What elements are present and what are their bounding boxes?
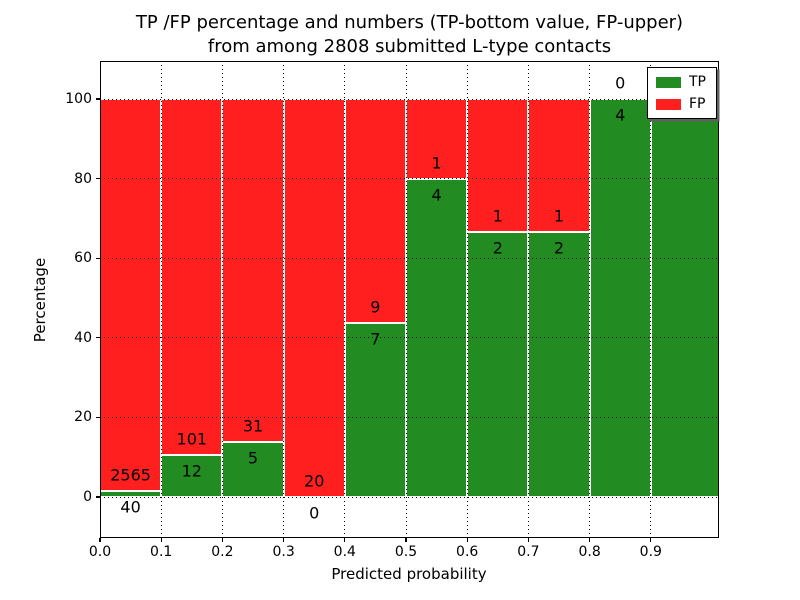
fp-count-label: 0 bbox=[615, 73, 626, 93]
tp-bar-segment bbox=[222, 441, 284, 497]
fp-count-label: 1 bbox=[492, 206, 503, 226]
y-tick-label: 20 bbox=[74, 409, 92, 426]
chart-title-line1: TP /FP percentage and numbers (TP-bottom… bbox=[135, 12, 684, 33]
x-tick-label: 0.2 bbox=[211, 544, 234, 560]
vertical-gridline bbox=[160, 61, 162, 538]
x-tick-mark bbox=[405, 538, 407, 542]
fp-count-label: 20 bbox=[304, 471, 325, 491]
tp-bar-segment bbox=[467, 231, 529, 497]
x-tick-label: 0.8 bbox=[578, 544, 601, 560]
y-tick-label: 40 bbox=[74, 329, 92, 346]
fp-bar-segment bbox=[283, 99, 345, 497]
tp-count-label: 5 bbox=[247, 448, 259, 468]
tp-bar-segment bbox=[161, 454, 223, 497]
tp-count-label: 7 bbox=[370, 329, 381, 349]
chart-title: TP /FP percentage and numbers (TP-bottom… bbox=[100, 11, 719, 59]
fp-count-label: 31 bbox=[242, 416, 264, 436]
horizontal-gridline bbox=[100, 257, 719, 259]
fp-count-label: 2565 bbox=[110, 465, 151, 485]
legend: TP FP bbox=[647, 67, 717, 119]
x-tick-label: 0.6 bbox=[456, 544, 479, 560]
tp-count-label: 12 bbox=[181, 461, 202, 481]
x-axis-label: Predicted probability bbox=[331, 565, 487, 583]
fp-legend-swatch-icon bbox=[656, 98, 681, 110]
x-tick-mark bbox=[99, 538, 101, 542]
tp-count-label: 4 bbox=[431, 185, 442, 205]
fp-bar-segment bbox=[222, 99, 284, 442]
fp-count-label: 101 bbox=[176, 429, 208, 449]
vertical-gridline bbox=[221, 61, 223, 538]
tp-count-label: 2 bbox=[492, 238, 503, 258]
vertical-gridline bbox=[527, 61, 529, 538]
x-tick-mark bbox=[466, 538, 468, 542]
tp-count-label: 2 bbox=[553, 238, 565, 258]
plot-area: 25654010112315200971412120403 bbox=[100, 61, 719, 538]
x-tick-mark bbox=[527, 538, 529, 542]
horizontal-gridline bbox=[100, 98, 719, 100]
legend-entry-fp: FP bbox=[656, 97, 708, 111]
y-axis-label: Percentage bbox=[31, 257, 49, 343]
horizontal-gridline bbox=[100, 337, 719, 339]
x-tick-mark bbox=[160, 538, 162, 542]
fp-bar-segment bbox=[161, 99, 223, 455]
fp-count-label: 1 bbox=[553, 206, 565, 226]
fp-bar-segment bbox=[406, 99, 468, 179]
y-tick-label: 0 bbox=[83, 489, 92, 505]
fp-count-label: 1 bbox=[431, 153, 442, 173]
x-tick-label: 0.3 bbox=[272, 544, 295, 560]
x-tick-mark bbox=[283, 538, 285, 542]
vertical-gridline bbox=[589, 61, 591, 538]
x-tick-label: 0.1 bbox=[150, 544, 173, 560]
fp-bar-segment bbox=[528, 99, 590, 232]
tp-count-label: 0 bbox=[309, 503, 320, 523]
x-tick-mark bbox=[589, 538, 591, 542]
vertical-gridline bbox=[466, 61, 468, 538]
fp-bar-segment bbox=[467, 99, 529, 232]
x-tick-mark bbox=[344, 538, 346, 542]
x-tick-mark bbox=[221, 538, 223, 542]
x-tick-label: 0.5 bbox=[394, 544, 418, 560]
legend-entry-tp: TP bbox=[656, 75, 708, 89]
tp-bar-segment bbox=[528, 231, 590, 497]
vertical-gridline bbox=[650, 61, 652, 538]
y-tick-label: 100 bbox=[65, 91, 92, 107]
fp-bar-segment bbox=[344, 99, 406, 323]
fp-bar-segment bbox=[100, 99, 162, 491]
chart-title-line2: from among 2808 submitted L-type contact… bbox=[207, 36, 612, 57]
tp-legend-label: TP bbox=[689, 74, 706, 90]
x-tick-label: 0.9 bbox=[639, 544, 662, 560]
vertical-gridline bbox=[405, 61, 407, 538]
fp-count-label: 9 bbox=[370, 297, 381, 317]
horizontal-gridline bbox=[100, 178, 719, 180]
horizontal-gridline bbox=[100, 416, 719, 418]
horizontal-gridline bbox=[100, 496, 719, 498]
y-tick-label: 60 bbox=[74, 250, 92, 267]
tp-bar-segment bbox=[344, 322, 406, 497]
tp-bar-segment bbox=[589, 99, 651, 497]
tp-legend-swatch-icon bbox=[656, 76, 681, 88]
tp-count-label: 40 bbox=[120, 497, 141, 517]
y-tick-label: 80 bbox=[74, 170, 92, 187]
tp-count-label: 4 bbox=[615, 105, 626, 125]
vertical-gridline bbox=[344, 61, 346, 538]
x-tick-label: 0.0 bbox=[88, 544, 112, 560]
x-tick-label: 0.4 bbox=[333, 544, 356, 560]
vertical-gridline bbox=[283, 61, 285, 538]
x-tick-mark bbox=[650, 538, 652, 542]
x-tick-label: 0.7 bbox=[517, 544, 540, 560]
tp-bar-segment bbox=[650, 99, 719, 497]
fp-legend-label: FP bbox=[689, 96, 706, 112]
